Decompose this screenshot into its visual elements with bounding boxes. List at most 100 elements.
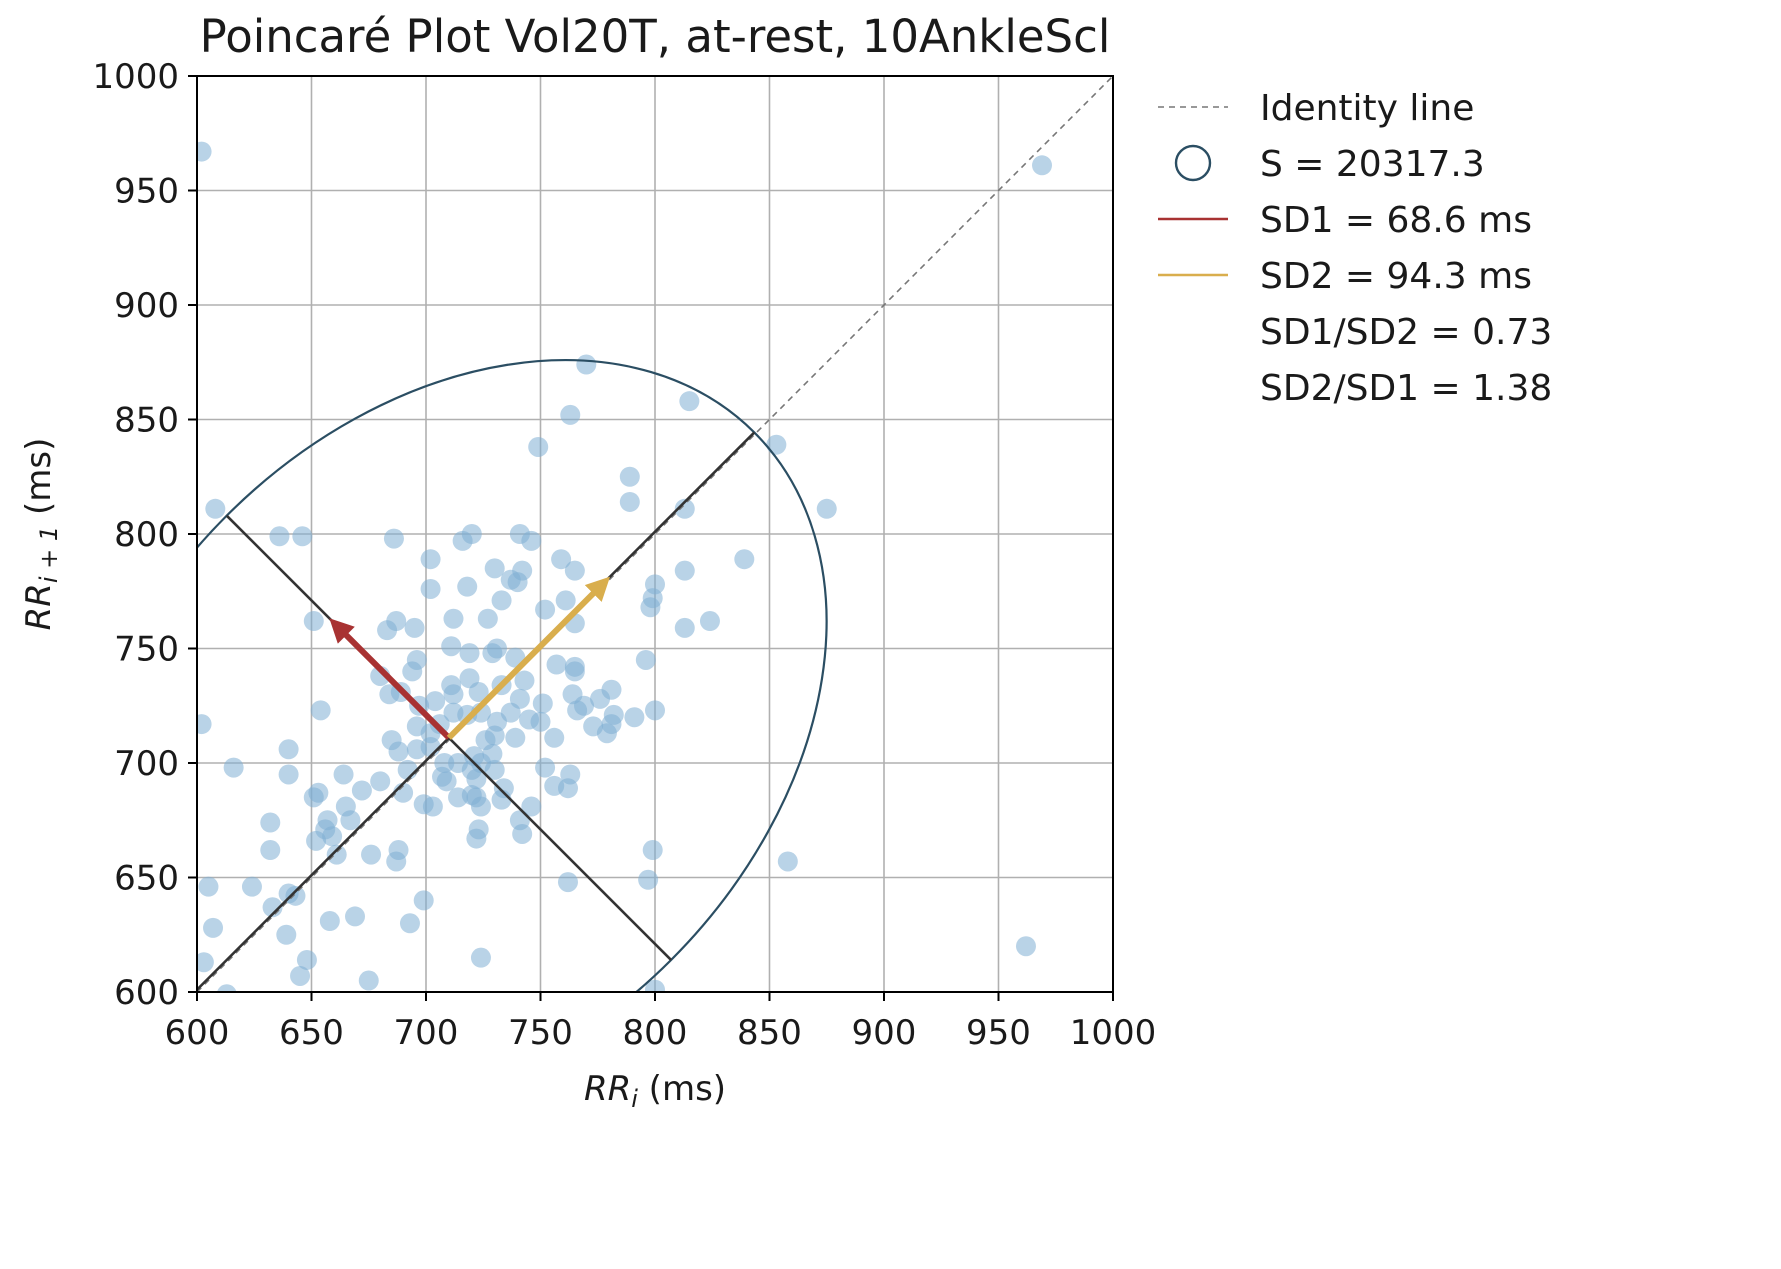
data-point (491, 590, 512, 611)
data-point (521, 796, 542, 817)
y-tick-label: 750 (114, 630, 179, 670)
data-point (241, 876, 262, 897)
data-point (420, 736, 441, 757)
legend-ellipse-swatch (1174, 144, 1212, 182)
data-point (645, 574, 665, 595)
data-point (292, 526, 313, 547)
data-point (223, 757, 244, 778)
x-tick-label: 700 (394, 1013, 459, 1053)
data-point (466, 769, 487, 790)
data-point (468, 682, 489, 703)
data-point (576, 354, 597, 375)
data-point (551, 549, 572, 570)
data-point (205, 498, 226, 519)
data-point (319, 911, 340, 932)
data-point (260, 840, 281, 861)
data-point (441, 636, 462, 657)
data-point (388, 741, 409, 762)
data-point (345, 906, 366, 927)
data-point (198, 876, 219, 897)
data-point (638, 869, 659, 890)
data-point (452, 530, 473, 551)
y-tick-label: 900 (114, 286, 179, 326)
data-point (260, 812, 281, 833)
legend-label: SD2/SD1 = 1.38 (1260, 368, 1552, 409)
x-tick-label: 1000 (1070, 1013, 1157, 1053)
data-point (493, 778, 514, 799)
legend-label: SD1 = 68.6 ms (1260, 200, 1532, 241)
data-point (635, 649, 656, 670)
data-point (514, 670, 535, 691)
data-point (361, 844, 382, 865)
data-point (674, 560, 695, 581)
data-point (546, 654, 567, 675)
data-point (379, 684, 400, 705)
data-point (370, 771, 391, 792)
data-point (383, 528, 404, 549)
data-point (555, 590, 576, 611)
data-point (816, 498, 837, 519)
data-point (285, 885, 306, 906)
data-point (413, 794, 434, 815)
scatter-points (197, 141, 1053, 992)
sd2-arrow (446, 576, 611, 740)
data-point (326, 844, 347, 865)
x-tick-label: 850 (737, 1013, 802, 1053)
data-point (197, 952, 214, 973)
data-point (521, 530, 542, 551)
x-tick-label: 800 (623, 1013, 688, 1053)
x-axis-ticks: 600 650 700 750 800 850 900 950 1000 (165, 992, 1157, 1053)
data-point (217, 984, 237, 992)
data-point (402, 661, 423, 682)
data-point (699, 611, 720, 632)
data-point (505, 727, 526, 748)
x-tick-label: 650 (279, 1013, 344, 1053)
x-tick-label: 750 (508, 1013, 573, 1053)
data-point (484, 759, 505, 780)
data-point (306, 830, 327, 851)
data-point (557, 778, 578, 799)
data-point (619, 491, 640, 512)
data-point (466, 828, 487, 849)
data-point (564, 560, 585, 581)
data-point (574, 695, 595, 716)
data-point (425, 691, 446, 712)
data-point (457, 576, 478, 597)
data-point (535, 599, 556, 620)
y-tick-label: 650 (114, 859, 179, 899)
data-point (564, 661, 585, 682)
y-tick-label: 800 (114, 515, 179, 555)
y-tick-label: 700 (114, 744, 179, 784)
data-point (486, 638, 507, 659)
identity-line (197, 76, 1113, 992)
sd1-arrow (329, 618, 452, 740)
x-tick-label: 600 (165, 1013, 230, 1053)
data-point (528, 436, 549, 457)
y-tick-label: 1000 (92, 57, 179, 97)
data-point (590, 688, 611, 709)
data-point (509, 688, 530, 709)
data-point (399, 913, 420, 934)
data-point (734, 549, 755, 570)
legend-label: Identity line (1260, 88, 1474, 129)
data-point (197, 714, 212, 735)
data-point (624, 707, 645, 728)
data-point (619, 466, 640, 487)
data-point (276, 924, 297, 945)
data-point (420, 549, 441, 570)
data-point (560, 404, 581, 425)
data-point (777, 851, 798, 872)
data-point (766, 434, 787, 455)
x-tick-label: 900 (852, 1013, 917, 1053)
y-axis-ticks: 600 650 700 750 800 850 900 950 1000 (92, 57, 197, 1013)
data-point (432, 766, 453, 787)
data-point (674, 617, 695, 638)
x-axis-label: RRi (ms) (584, 1069, 726, 1113)
data-point (448, 787, 469, 808)
data-point (470, 947, 491, 968)
data-point (351, 780, 372, 801)
data-point (512, 823, 533, 844)
data-point (269, 526, 290, 547)
data-point (642, 840, 663, 861)
data-point (645, 979, 665, 992)
